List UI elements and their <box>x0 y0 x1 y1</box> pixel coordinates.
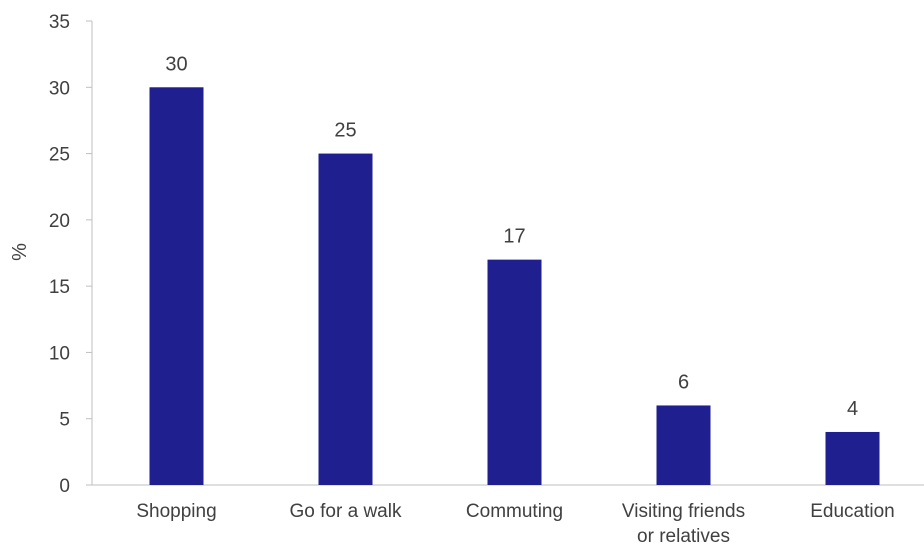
data-label: 25 <box>334 120 356 142</box>
category-label-line: or relatives <box>637 526 730 547</box>
category-label: Visiting friends or relatives <box>622 501 745 547</box>
category-label-line: Visiting friends <box>622 501 745 522</box>
category-label-line: Go for a walk <box>290 501 402 522</box>
y-axis-ticks: 0 5 10 15 20 25 30 35 <box>49 12 92 497</box>
category-label-line: Shopping <box>136 501 216 522</box>
category-label: Commuting <box>466 501 563 522</box>
bar <box>656 405 711 485</box>
y-tick-label: 30 <box>49 78 70 99</box>
y-axis-title: % <box>9 243 31 261</box>
data-label: 30 <box>165 53 187 75</box>
data-label: 4 <box>847 398 858 420</box>
bar <box>487 259 542 485</box>
y-tick-label: 10 <box>49 343 70 364</box>
y-tick-label: 20 <box>49 211 70 232</box>
category-label-line: Commuting <box>466 501 563 522</box>
bar <box>825 431 880 485</box>
y-tick-label: 15 <box>49 277 70 298</box>
category-label-line: Education <box>810 501 895 522</box>
y-tick-label: 5 <box>59 410 70 431</box>
category-label: Go for a walk <box>290 501 402 522</box>
data-label: 6 <box>678 371 689 393</box>
category-label: Education <box>810 501 895 522</box>
category-labels: Shopping Go for a walk Commuting Visiting f… <box>136 501 894 547</box>
bar <box>149 87 204 486</box>
y-tick-label: 35 <box>49 12 70 33</box>
bar <box>318 153 373 486</box>
y-tick-label: 25 <box>49 145 70 166</box>
y-tick-label: 0 <box>59 476 70 497</box>
category-label: Shopping <box>136 501 216 522</box>
bars <box>149 87 880 486</box>
data-label: 17 <box>503 226 525 248</box>
data-labels: 30 25 17 6 4 <box>165 53 858 420</box>
